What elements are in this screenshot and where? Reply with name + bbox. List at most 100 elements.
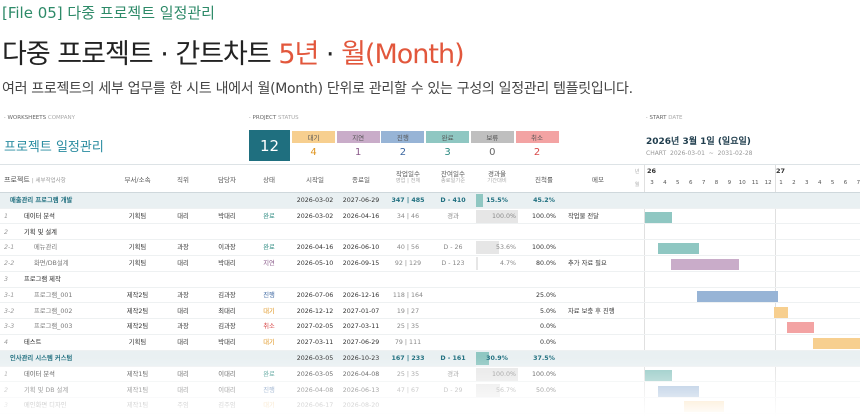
row-start: 2027-02-05 (296, 323, 334, 331)
caption-worksheets: · WORKSHEETS COMPANY (4, 115, 75, 121)
gantt-month-label: 6 (843, 180, 848, 186)
header-remain-days: 잔여일수 종료일기준 (440, 170, 466, 184)
row-status: 지연 (263, 260, 275, 268)
table-row[interactable]: 4 테스트 기획팀 대리 박대리 대기 2027-03-11 2027-06-29 79 | 1… (0, 335, 860, 351)
total-count: 12 (249, 130, 290, 161)
gantt-bar[interactable] (645, 211, 673, 223)
row-status: 대기 (263, 307, 275, 315)
row-work-days: 19 | 27 (396, 307, 420, 315)
row-elapsed: 4.7% (500, 260, 516, 268)
elapsed-fill (476, 209, 518, 223)
header-memo: 메모 (592, 176, 604, 184)
row-task-name: 테스트 (24, 339, 42, 347)
header-position: 직위 (177, 176, 189, 184)
gantt-month-label: 2 (792, 180, 796, 186)
row-task-name: 프로그램_003 (34, 323, 73, 331)
row-position: 대리 (177, 307, 189, 315)
row-work-days: 40 | 56 (396, 244, 420, 252)
row-memo: 작업물 전달 (568, 212, 599, 220)
header-dept: 부서/소속 (124, 176, 151, 184)
title-accent-years: 5년 (278, 39, 319, 70)
worksheet-preview: · WORKSHEETS COMPANY · PROJECT STATUS · … (0, 112, 860, 420)
row-start: 2027-03-11 (296, 339, 334, 347)
row-dept: 기획팀 (128, 212, 147, 220)
gantt-bar[interactable] (696, 290, 778, 302)
table-row[interactable]: 3 프로그램 제작 (0, 272, 860, 288)
row-dept: 제작2팀 (126, 323, 149, 331)
row-group-name: 프로그램 제작 (24, 276, 61, 283)
row-position: 과장 (177, 291, 189, 299)
title-separator: · (318, 39, 342, 70)
row-work-days: 118 | 164 (392, 291, 424, 299)
row-memo (568, 288, 634, 304)
row-memo: 추가 자료 필요 (568, 260, 607, 268)
table-row[interactable]: 매출관리 프로그램 개발 2026-03-02 2027-06-29 347 | 48… (0, 193, 860, 209)
row-start: 2026-04-16 (296, 244, 334, 252)
row-elapsed: 53.6% (495, 244, 516, 252)
start-date[interactable]: 2026년 3월 1일 (일요일) (646, 137, 751, 147)
fade-overlay (0, 357, 860, 420)
row-status: 취소 (263, 323, 275, 331)
title-main: 다중 프로젝트 · 간트차트 (2, 39, 279, 70)
row-owner: 박대리 (218, 212, 236, 220)
table-row[interactable]: 2-2 화면/DB설계 기획팀 대리 박대리 지연 2026-05-10 2026-09-15… (0, 256, 860, 272)
row-owner: 이과장 (218, 244, 236, 252)
row-start: 2026-03-02 (296, 212, 334, 220)
row-owner: 최대리 (218, 307, 236, 315)
row-status: 진행 (263, 291, 275, 299)
header-elapsed: 경과율 기간대비 (487, 170, 507, 184)
gantt-bar[interactable] (786, 322, 814, 334)
gantt-month-label: 1 (779, 180, 783, 186)
row-dept: 제작2팀 (126, 291, 149, 299)
gantt-month-label: 4 (817, 180, 822, 186)
gantt-month-label: 9 (727, 180, 732, 186)
status-box-label: 취소 (515, 131, 559, 143)
elapsed-fill (476, 257, 478, 271)
row-work-days: 34 | 46 (396, 212, 420, 220)
row-owner: 박대리 (218, 339, 236, 347)
row-number: 2-1 (4, 244, 15, 252)
table-row[interactable]: 2 기획 및 설계 (0, 225, 860, 241)
table-row[interactable]: 3-3 프로그램_003 제작2팀 과장 김과장 취소 2027-02-05 2027-03-… (0, 319, 860, 335)
row-position: 대리 (177, 212, 189, 220)
status-box-0: 대기 4 (292, 131, 335, 161)
row-end: 2026-09-15 (342, 260, 380, 268)
row-elapsed (476, 288, 516, 304)
table-row[interactable]: 1 데이터 분석 기획팀 대리 박대리 완료 2026-03-02 2026-04-16 34 … (0, 209, 860, 225)
gantt-month-label: 6 (688, 180, 693, 186)
table-row[interactable]: 3-1 프로그램_001 제작2팀 과장 김과장 진행 2026-07-06 2026-12-… (0, 288, 860, 304)
row-start: 2026-12-12 (296, 307, 334, 315)
row-position: 대리 (177, 260, 189, 268)
gantt-year-label: 27 (776, 167, 786, 175)
gantt-month-label: 7 (856, 180, 860, 186)
row-end: 2027-06-29 (342, 197, 380, 204)
row-task-name: 데이터 분석 (24, 212, 55, 220)
table-row[interactable]: 3-2 프로그램_002 제작2팀 대리 최대리 대기 2026-12-12 2027-01-… (0, 304, 860, 320)
row-position: 과장 (177, 323, 189, 331)
page-title: 다중 프로젝트 · 간트차트 5년 · 월(Month) (2, 32, 465, 71)
title-accent-month: 월(Month) (341, 39, 465, 70)
header-top-line (0, 164, 860, 165)
gantt-bar[interactable] (670, 259, 739, 271)
header-project: 프로젝트 | 세부작업사항 (4, 176, 66, 184)
caption-start-date: · START DATE (646, 115, 683, 121)
gantt-month-label: 5 (676, 180, 680, 186)
file-label: [File 05] 다중 프로젝트 일정관리 (2, 4, 215, 22)
page-description: 여러 프로젝트의 세부 업무를 한 시트 내에서 월(Month) 단위로 관리… (2, 81, 633, 97)
row-progress: 45.2% (533, 197, 555, 204)
row-task-name: 프로그램_002 (34, 307, 73, 315)
row-end: 2026-06-10 (342, 244, 380, 252)
row-end: 2027-01-07 (342, 307, 380, 315)
row-number: 3-3 (4, 323, 15, 331)
gantt-bar[interactable] (812, 338, 860, 350)
row-project-name: 매출관리 프로그램 개발 (10, 197, 73, 204)
header-status: 상태 (263, 176, 275, 184)
row-progress: 0.0% (540, 323, 556, 331)
status-box-5: 취소 2 (515, 131, 559, 161)
gantt-bar[interactable] (774, 306, 788, 318)
gantt-bar[interactable] (657, 243, 699, 255)
row-number: 1 (4, 212, 9, 220)
elapsed-fill (476, 194, 483, 207)
row-progress: 25.0% (535, 291, 556, 299)
table-row[interactable]: 2-1 메뉴관리 기획팀 과장 이과장 완료 2026-04-16 2026-06-10 40 … (0, 240, 860, 256)
